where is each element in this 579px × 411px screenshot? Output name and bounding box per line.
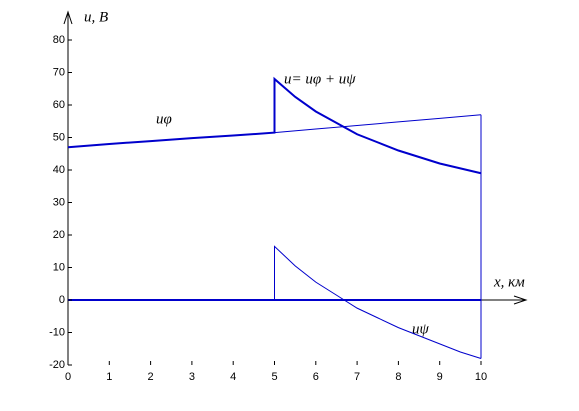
y-tick-label: 30	[53, 196, 65, 208]
y-tick-label: 60	[53, 99, 65, 111]
series-line	[274, 114, 482, 134]
annotation: uφ	[156, 111, 172, 127]
y-tick-label: 80	[53, 34, 65, 46]
y-tick-label: 40	[53, 164, 65, 176]
x-tick-label: 5	[271, 371, 277, 383]
x-tick-label: 1	[106, 371, 112, 383]
y-tick-label: 50	[53, 131, 65, 143]
x-tick-label: 6	[313, 371, 319, 383]
x-tick-label: 0	[65, 371, 71, 383]
annotation: u= uφ + uψ	[284, 71, 356, 87]
x-tick-label: 9	[437, 371, 443, 383]
series-line	[67, 76, 482, 175]
x-axis-arrow	[513, 295, 528, 305]
y-tick-label: 0	[59, 294, 65, 306]
y-tick-label: -20	[49, 359, 65, 371]
y-tick-label: 20	[53, 229, 65, 241]
x-tick-label: 4	[230, 371, 236, 383]
x-tick-label: 8	[395, 371, 401, 383]
x-tick-label: 7	[354, 371, 360, 383]
y-axis-arrow	[63, 10, 73, 25]
y-tick-label: 10	[53, 261, 65, 273]
y-tick-label: -10	[49, 326, 65, 338]
x-tick-label: 2	[148, 371, 154, 383]
annotation: uψ	[412, 321, 430, 337]
x-tick-label: 10	[475, 371, 487, 383]
x-tick-label: 3	[189, 371, 195, 383]
y-tick-label: 70	[53, 66, 65, 78]
x-axis-label: x, км	[493, 274, 525, 290]
series-line	[274, 245, 482, 359]
y-axis-label: u, В	[84, 9, 108, 25]
